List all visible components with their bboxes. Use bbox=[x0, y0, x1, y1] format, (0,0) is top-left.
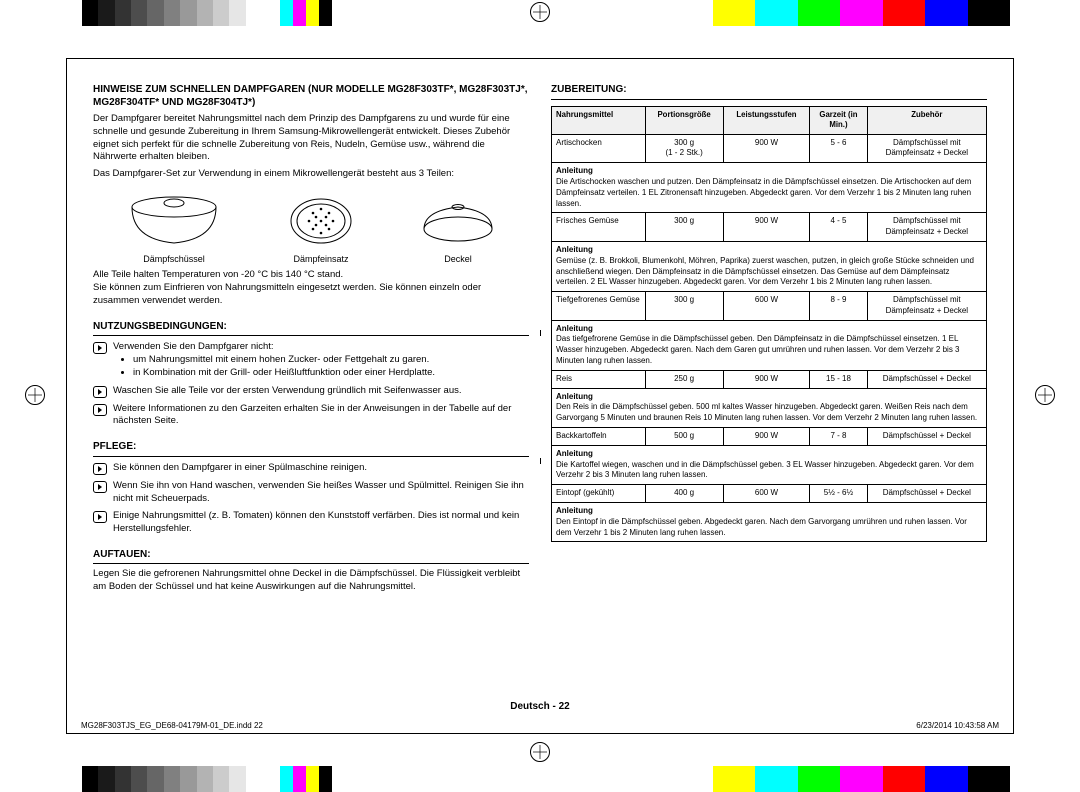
table-instruction-row: AnleitungDie Kartoffel wiegen, waschen u… bbox=[552, 445, 987, 484]
table-row: Reis250 g900 W15 - 18Dämpfschüssel + Dec… bbox=[552, 370, 987, 388]
table-instruction-row: AnleitungDie Artischocken waschen und pu… bbox=[552, 163, 987, 213]
page-title: HINWEISE ZUM SCHNELLEN DAMPFGAREN (NUR M… bbox=[93, 83, 529, 109]
table-header: Portionsgröße bbox=[645, 106, 723, 134]
arrow-box-icon bbox=[93, 386, 107, 398]
arrow-box-icon bbox=[93, 511, 107, 523]
table-instruction-row: AnleitungDen Eintopf in die Dämpfschüsse… bbox=[552, 503, 987, 542]
table-row: Frisches Gemüse300 g900 W4 - 5Dämpfschüs… bbox=[552, 213, 987, 242]
table-header: Zubehör bbox=[867, 106, 986, 134]
food-cell: Reis bbox=[552, 370, 646, 388]
table-instruction-row: AnleitungDas tiefgefrorene Gemüse in die… bbox=[552, 320, 987, 370]
registration-mark-icon bbox=[529, 742, 551, 764]
rgb-bar bbox=[670, 0, 1010, 26]
table-row: Eintopf (gekühlt)400 g600 W5½ - 6½Dämpfs… bbox=[552, 485, 987, 503]
arrow-box-icon bbox=[93, 342, 107, 354]
part-label: Dämpfschüssel bbox=[124, 253, 224, 265]
section-heading-auftauen: AUFTAUEN: bbox=[93, 548, 529, 565]
food-cell: Tiefgefrorenes Gemüse bbox=[552, 292, 646, 321]
section-heading-nutzung: NUTZUNGSBEDINGUNGEN: bbox=[93, 320, 529, 337]
table-header: Garzeit (in Min.) bbox=[810, 106, 867, 134]
table-header: Nahrungsmittel bbox=[552, 106, 646, 134]
part-lid: Deckel bbox=[418, 193, 498, 265]
intro-paragraph-2: Das Dampfgarer-Set zur Verwendung in ein… bbox=[93, 168, 529, 181]
part-label: Deckel bbox=[418, 253, 498, 265]
note-item: Einige Nahrungsmittel (z. B. Tomaten) kö… bbox=[93, 510, 529, 536]
food-cell: Artischocken bbox=[552, 134, 646, 163]
note-item: Waschen Sie alle Teile vor der ersten Ve… bbox=[93, 385, 529, 398]
arrow-box-icon bbox=[93, 481, 107, 493]
lid-icon bbox=[418, 193, 498, 249]
note-item: Verwenden Sie den Dampfgarer nicht:um Na… bbox=[93, 341, 529, 379]
print-timestamp: 6/23/2014 10:43:58 AM bbox=[916, 721, 999, 730]
table-row: Artischocken300 g(1 - 2 Stk.)900 W5 - 6D… bbox=[552, 134, 987, 163]
color-strip-bottom bbox=[0, 766, 1080, 792]
note-text: Weitere Informationen zu den Garzeiten e… bbox=[113, 403, 529, 429]
page-footer-center: Deutsch - 22 bbox=[93, 701, 987, 712]
table-row: Backkartoffeln500 g900 W7 - 8Dämpfschüss… bbox=[552, 428, 987, 446]
bowl-icon bbox=[124, 193, 224, 249]
parts-illustration: Dämpfschüssel bbox=[93, 193, 529, 265]
registration-mark-icon bbox=[1034, 385, 1056, 407]
zubereitung-table: NahrungsmittelPortionsgrößeLeistungsstuf… bbox=[551, 106, 987, 543]
print-filename: MG28F303TJS_EG_DE68-04179M-01_DE.indd 22 bbox=[81, 721, 263, 730]
note-text: Einige Nahrungsmittel (z. B. Tomaten) kö… bbox=[113, 510, 529, 536]
gray-ramp bbox=[82, 0, 262, 26]
table-row: Tiefgefrorenes Gemüse300 g600 W8 - 9Dämp… bbox=[552, 292, 987, 321]
section-heading-pflege: PFLEGE: bbox=[93, 440, 529, 457]
part-insert: Dämpfeinsatz bbox=[286, 193, 356, 265]
intro-paragraph: Der Dampfgarer bereitet Nahrungsmittel n… bbox=[93, 113, 529, 164]
note-text: Verwenden Sie den Dampfgarer nicht:um Na… bbox=[113, 341, 529, 379]
parts-note: Alle Teile halten Temperaturen von -20 °… bbox=[93, 269, 529, 282]
note-text: Wenn Sie ihn von Hand waschen, verwenden… bbox=[113, 480, 529, 506]
cmyk-block bbox=[280, 0, 332, 26]
table-instruction-row: AnleitungDen Reis in die Dämpfschüssel g… bbox=[552, 388, 987, 427]
registration-mark-icon bbox=[24, 385, 46, 407]
right-column: ZUBEREITUNG: NahrungsmittelPortionsgröße… bbox=[551, 83, 987, 695]
table-header: Leistungsstufen bbox=[723, 106, 810, 134]
page-frame: HINWEISE ZUM SCHNELLEN DAMPFGAREN (NUR M… bbox=[66, 58, 1014, 734]
note-item: Sie können den Dampfgarer in einer Spülm… bbox=[93, 462, 529, 475]
part-label: Dämpfeinsatz bbox=[286, 253, 356, 265]
left-column: HINWEISE ZUM SCHNELLEN DAMPFGAREN (NUR M… bbox=[93, 83, 529, 695]
food-cell: Eintopf (gekühlt) bbox=[552, 485, 646, 503]
insert-icon bbox=[286, 193, 356, 249]
note-item: Wenn Sie ihn von Hand waschen, verwenden… bbox=[93, 480, 529, 506]
note-item: Weitere Informationen zu den Garzeiten e… bbox=[93, 403, 529, 429]
part-bowl: Dämpfschüssel bbox=[124, 193, 224, 265]
table-instruction-row: AnleitungGemüse (z. B. Brokkoli, Blumenk… bbox=[552, 241, 987, 291]
arrow-box-icon bbox=[93, 463, 107, 475]
parts-note-2: Sie können zum Einfrieren von Nahrungsmi… bbox=[93, 282, 529, 308]
food-cell: Frisches Gemüse bbox=[552, 213, 646, 242]
arrow-box-icon bbox=[93, 404, 107, 416]
registration-mark-icon bbox=[529, 2, 551, 24]
section-heading-zubereitung: ZUBEREITUNG: bbox=[551, 83, 987, 100]
food-cell: Backkartoffeln bbox=[552, 428, 646, 446]
auftauen-text: Legen Sie die gefrorenen Nahrungsmittel … bbox=[93, 568, 529, 594]
note-text: Sie können den Dampfgarer in einer Spülm… bbox=[113, 462, 529, 475]
note-text: Waschen Sie alle Teile vor der ersten Ve… bbox=[113, 385, 529, 398]
